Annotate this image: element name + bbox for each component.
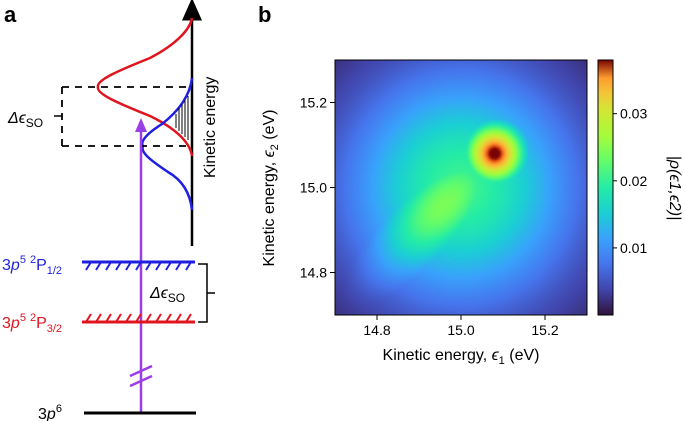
panel-b-label: b	[258, 2, 271, 27]
colorbar	[597, 59, 614, 316]
colorbar-label: |ρ(ϵ1,ϵ2)|	[666, 156, 683, 220]
colorbar-axis: 0.01 0.02 0.03	[613, 106, 647, 256]
x-axis: 14.8 15.0 15.2	[363, 315, 559, 338]
photon-arrow-head	[135, 118, 147, 132]
cb-tick-label-2: 0.03	[620, 106, 647, 122]
label-p32: 3p5 2P3/2	[2, 312, 62, 335]
panel-a: a ΔϵSO Kinetic energy	[2, 0, 219, 421]
y-axis-label: Kinetic energy, ϵ2 (eV)	[261, 110, 281, 267]
cb-tick-label-1: 0.02	[620, 173, 647, 189]
red-gaussian-curve	[96, 17, 194, 157]
photon-break-mark-2	[129, 374, 153, 388]
level-p32	[82, 313, 195, 324]
x-tick-label-2: 15.2	[531, 322, 558, 338]
panel-a-label: a	[4, 2, 17, 27]
delta-so-label-upper: ΔϵSO	[7, 110, 43, 130]
level-p12	[82, 260, 195, 271]
y-tick-label-0: 14.8	[300, 265, 327, 281]
label-p12: 3p5 2P1/2	[2, 254, 62, 277]
photon-break-mark-1	[129, 364, 153, 378]
hatched-overlap-region	[175, 96, 189, 140]
y-tick-label-2: 15.2	[300, 95, 327, 111]
delta-so-label-lower: ΔϵSO	[149, 285, 185, 305]
x-tick-label-1: 15.0	[447, 322, 474, 338]
delta-so-bracket-lower	[198, 263, 208, 323]
y-tick-label-1: 15.0	[300, 180, 327, 196]
y-axis: 14.8 15.0 15.2	[300, 95, 335, 281]
label-ground: 3p6	[38, 403, 62, 421]
kinetic-energy-label: Kinetic energy	[202, 77, 219, 178]
heatmap-image	[335, 60, 587, 315]
x-tick-label-0: 14.8	[363, 322, 390, 338]
x-axis-label: Kinetic energy, ϵ1 (eV)	[383, 347, 540, 367]
panel-b: b 14.8 15.0 15.2 14.8 15.0 15.2 Kinetic ener…	[258, 2, 683, 367]
cb-tick-label-0: 0.01	[620, 240, 647, 256]
blue-gaussian-curve	[141, 77, 194, 211]
